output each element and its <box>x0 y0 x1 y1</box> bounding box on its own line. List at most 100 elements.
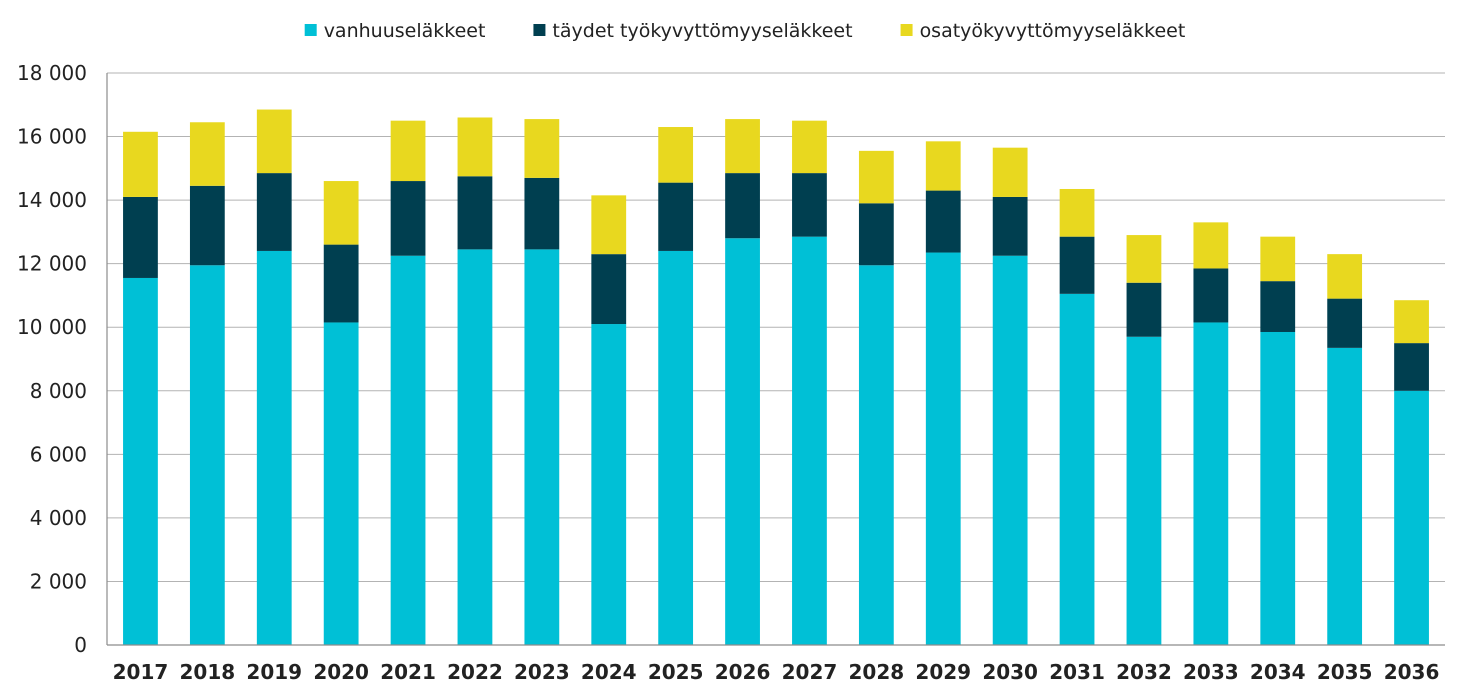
x-tick-label: 2033 <box>1183 660 1239 684</box>
x-tick-label: 2024 <box>581 660 637 684</box>
bar-segment-series-1-2034 <box>1260 281 1296 332</box>
bar-segment-series-0-2021 <box>390 255 426 645</box>
bar-segment-series-0-2031 <box>1059 293 1095 645</box>
axis-layer: 0 2 000 4 000 6 000 8 000 10 000 12 000 14 000 1… <box>17 61 1445 684</box>
legend-swatch <box>900 24 913 36</box>
bar-segment-series-1-2025 <box>658 182 694 251</box>
bar-segment-series-2-2020 <box>323 181 359 245</box>
x-tick-label: 2022 <box>447 660 503 684</box>
bar-segment-series-0-2033 <box>1193 322 1229 645</box>
y-tick-label: 14 000 <box>17 188 87 212</box>
bar-segment-series-0-2022 <box>457 249 493 645</box>
bar-segment-series-2-2023 <box>524 119 560 178</box>
y-tick-label: 4 000 <box>30 506 87 530</box>
y-tick-label: 10 000 <box>17 315 87 339</box>
bar-segment-series-1-2033 <box>1193 268 1229 323</box>
bar-segment-series-2-2026 <box>725 119 760 174</box>
x-tick-label: 2035 <box>1317 660 1373 684</box>
bar-segment-series-2-2018 <box>189 122 225 186</box>
bar-segment-series-2-2028 <box>858 150 894 204</box>
bar-segment-series-2-2033 <box>1193 222 1229 269</box>
bar-segment-series-2-2027 <box>792 120 827 174</box>
bar-segment-series-1-2029 <box>925 190 961 253</box>
legend: vanhuuseläkkeet täydet työkyvyttömyyseläk… <box>304 20 1186 42</box>
bar-segment-series-0-2032 <box>1126 336 1162 645</box>
bar-segment-series-0-2030 <box>992 255 1028 645</box>
bar-segment-series-1-2020 <box>323 244 359 323</box>
bar-segment-series-0-2019 <box>256 250 292 645</box>
bar-segment-series-1-2023 <box>524 177 560 250</box>
y-tick-label: 18 000 <box>17 61 87 85</box>
bar-segment-series-0-2028 <box>858 265 894 645</box>
bar-segment-series-1-2035 <box>1327 298 1363 348</box>
bar-segment-series-0-2025 <box>658 250 694 645</box>
bar-segment-series-2-2019 <box>256 109 292 174</box>
bar-segment-series-2-2022 <box>457 117 493 177</box>
legend-label: vanhuuseläkkeet <box>324 20 486 42</box>
bar-segment-series-0-2018 <box>189 265 225 645</box>
x-tick-label: 2023 <box>514 660 570 684</box>
bar-segment-series-1-2030 <box>992 196 1028 256</box>
y-tick-label: 0 <box>74 633 87 657</box>
bar-segment-series-2-2024 <box>591 195 627 255</box>
x-tick-label: 2029 <box>915 660 971 684</box>
legend-swatch <box>533 24 546 36</box>
legend-swatch <box>304 24 317 36</box>
legend-label: osatyökyvyttömyyseläkkeet <box>920 20 1186 42</box>
bar-segment-series-0-2023 <box>524 249 560 645</box>
y-tick-label: 6 000 <box>30 442 87 466</box>
x-tick-label: 2021 <box>380 660 436 684</box>
bar-segment-series-1-2026 <box>725 173 760 239</box>
bar-segment-series-1-2027 <box>792 173 827 237</box>
bar-segment-series-1-2021 <box>390 181 426 256</box>
x-tick-label: 2020 <box>313 660 369 684</box>
bar-segment-series-2-2036 <box>1394 300 1429 344</box>
bar-segment-series-0-2026 <box>725 238 760 645</box>
bar-segment-series-0-2017 <box>123 277 158 645</box>
x-tick-label: 2031 <box>1049 660 1105 684</box>
bar-segment-series-1-2031 <box>1059 236 1095 294</box>
bar-segment-series-0-2035 <box>1327 347 1363 645</box>
bar-segment-series-1-2017 <box>123 196 158 278</box>
bar-segment-series-1-2019 <box>256 173 292 251</box>
bar-segment-series-1-2036 <box>1394 343 1429 391</box>
bar-segment-series-2-2017 <box>123 131 158 197</box>
bar-segment-series-2-2021 <box>390 120 426 182</box>
bar-segment-series-2-2031 <box>1059 188 1095 237</box>
bar-segment-series-2-2025 <box>658 127 694 183</box>
x-tick-label: 2034 <box>1250 660 1306 684</box>
x-tick-label: 2019 <box>246 660 302 684</box>
bar-segment-series-0-2036 <box>1394 390 1429 645</box>
legend-label: täydet työkyvyttömyyseläkkeet <box>552 20 852 42</box>
x-tick-label: 2030 <box>982 660 1038 684</box>
bar-segment-series-2-2030 <box>992 147 1028 197</box>
bar-segment-series-2-2032 <box>1126 235 1162 283</box>
x-tick-label: 2032 <box>1116 660 1172 684</box>
bar-segment-series-1-2018 <box>189 185 225 266</box>
bar-segment-series-1-2024 <box>591 254 627 325</box>
bar-segment-series-1-2028 <box>858 203 894 266</box>
x-tick-label: 2028 <box>849 660 905 684</box>
y-tick-label: 8 000 <box>30 379 87 403</box>
bar-segment-series-1-2032 <box>1126 282 1162 337</box>
y-tick-label: 2 000 <box>30 569 87 593</box>
grid-layer <box>107 72 1445 582</box>
bar-segment-series-0-2027 <box>792 236 827 645</box>
y-tick-label: 16 000 <box>17 125 87 149</box>
bar-segment-series-0-2024 <box>591 324 627 645</box>
x-tick-label: 2018 <box>180 660 236 684</box>
x-tick-label: 2027 <box>782 660 838 684</box>
bar-segment-series-2-2034 <box>1260 236 1296 282</box>
x-tick-label: 2026 <box>715 660 771 684</box>
x-tick-label: 2036 <box>1384 660 1440 684</box>
bar-segment-series-2-2029 <box>925 141 961 191</box>
x-tick-label: 2017 <box>113 660 169 684</box>
bar-segment-series-2-2035 <box>1327 254 1363 299</box>
x-tick-label: 2025 <box>648 660 704 684</box>
bar-segment-series-1-2022 <box>457 176 493 250</box>
y-tick-label: 12 000 <box>17 252 87 276</box>
bar-segment-series-0-2034 <box>1260 331 1296 645</box>
bars-layer <box>123 109 1429 646</box>
